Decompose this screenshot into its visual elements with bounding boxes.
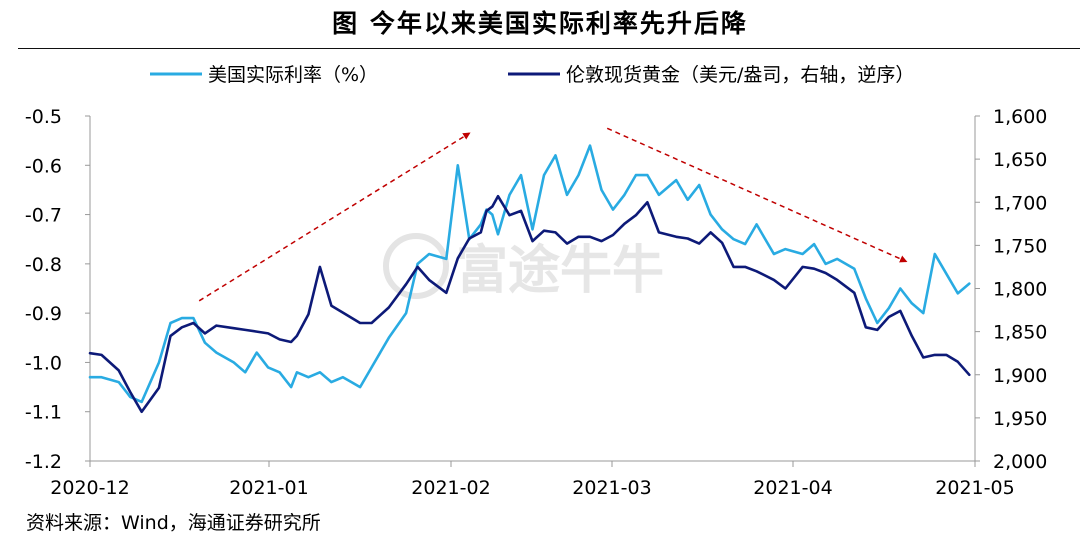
axis-layer: -0.5 -0.6 -0.7 -0.8 -0.9 -1.0 -1.1 -1.2 1,600 1,6… — [25, 106, 1047, 499]
x-tick-label: 2021-04 — [753, 477, 832, 499]
legend: 美国实际利率（%） 伦敦现货黄金（美元/盎司，右轴，逆序） — [150, 64, 914, 86]
source-note: 资料来源：Wind，海通证券研究所 — [26, 512, 321, 534]
x-tick-label: 2021-03 — [572, 477, 651, 499]
y-left-tick-label: -0.5 — [25, 106, 62, 128]
y-right-tick-label: 1,700 — [993, 192, 1047, 214]
x-tick-label: 2021-05 — [935, 477, 1014, 499]
watermark-text: 富途牛牛 — [456, 241, 664, 301]
annotation-layer — [198, 127, 908, 302]
watermark: 富途牛牛 — [383, 233, 664, 301]
y-left-tick-label: -0.8 — [25, 254, 62, 276]
y-left-tick-label: -0.6 — [25, 155, 62, 177]
y-right-tick-label: 1,950 — [993, 408, 1047, 430]
title-divider — [18, 48, 1080, 49]
x-tick-label: 2020-12 — [50, 477, 129, 499]
x-tick-label: 2021-02 — [411, 477, 490, 499]
legend-label-london-gold: 伦敦现货黄金（美元/盎司，右轴，逆序） — [566, 64, 914, 86]
y-right-tick-label: 1,850 — [993, 322, 1047, 344]
y-right-tick-label: 1,750 — [993, 235, 1047, 257]
y-right-tick-label: 2,000 — [993, 451, 1047, 473]
y-left-tick-label: -1.0 — [25, 352, 62, 374]
series-line-london-gold — [88, 194, 971, 414]
y-right-tick-label: 1,900 — [993, 365, 1047, 387]
y-left-tick-label: -0.9 — [25, 303, 62, 325]
legend-label-us-real-rate: 美国实际利率（%） — [208, 64, 378, 86]
rising-trend-arrow — [198, 132, 471, 302]
series-line-us-real-rate — [88, 144, 971, 404]
series-layer — [88, 144, 971, 414]
watermark-logo-icon — [383, 233, 449, 299]
y-left-tick-label: -1.1 — [25, 402, 62, 424]
y-right-tick-label: 1,650 — [993, 149, 1047, 171]
falling-trend-arrow — [606, 127, 908, 263]
y-left-tick-label: -0.7 — [25, 205, 62, 227]
y-left-tick-label: -1.2 — [25, 451, 62, 473]
chart-title: 图 今年以来美国实际利率先升后降 — [332, 9, 748, 38]
y-right-tick-label: 1,600 — [993, 106, 1047, 128]
y-right-tick-label: 1,800 — [993, 279, 1047, 301]
x-tick-label: 2021-01 — [229, 477, 308, 499]
